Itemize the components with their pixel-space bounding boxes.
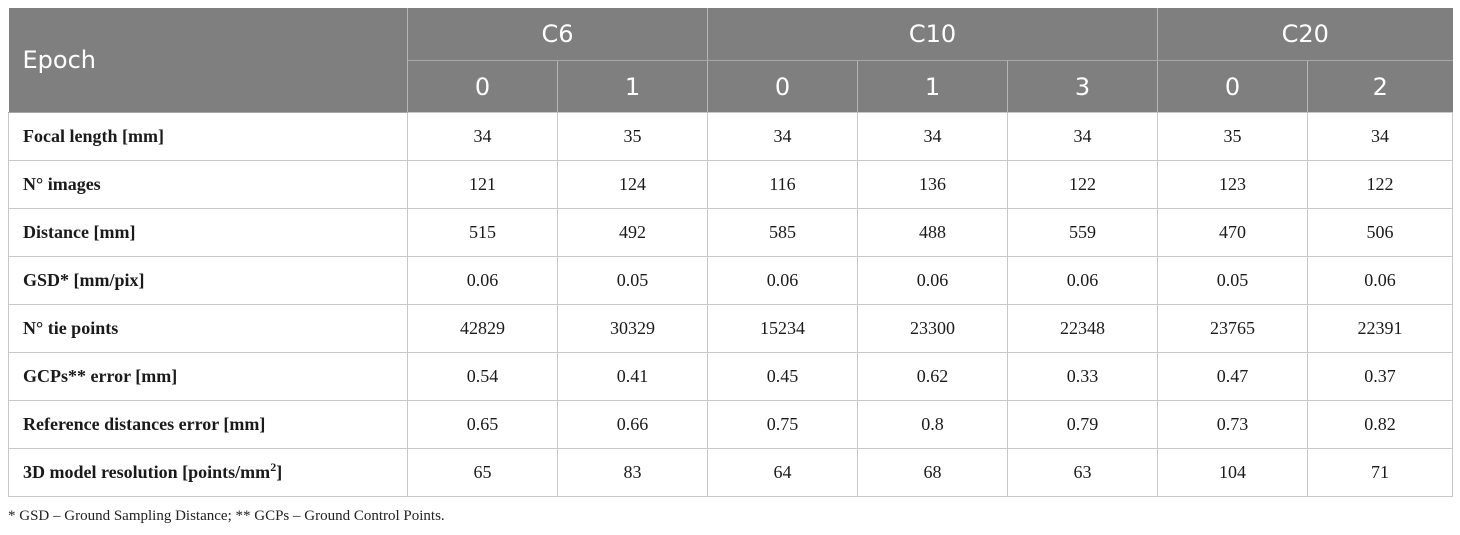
table-cell: 0.47	[1157, 352, 1309, 401]
table-row: N° tie points 42829 30329 15234 23300 22348 23…	[8, 304, 1454, 353]
epoch-col-header: 1	[857, 60, 1008, 113]
table-cell: 0.54	[407, 352, 558, 401]
row-label-text: N° images	[23, 174, 101, 194]
table-cell: 470	[1157, 208, 1309, 257]
table-cell: 116	[707, 160, 858, 209]
row-label-text: Reference distances error [mm]	[23, 414, 266, 434]
row-label: Reference distances error [mm]	[8, 400, 408, 449]
row-label: N° images	[8, 160, 408, 209]
table-cell: 34	[407, 112, 558, 161]
table-cell: 83	[557, 448, 708, 497]
table-cell: 0.41	[557, 352, 708, 401]
row-label-text: Distance [mm]	[23, 222, 136, 242]
group-header-c10: C10	[706, 8, 1159, 61]
table-cell: 34	[1006, 112, 1159, 161]
table-cell: 0.65	[407, 400, 558, 449]
row-label-text: GSD* [mm/pix]	[23, 270, 145, 290]
table-cell: 64	[707, 448, 858, 497]
table-cell: 506	[1307, 208, 1454, 257]
table-cell: 0.05	[1157, 256, 1309, 305]
table-cell: 22348	[1006, 304, 1159, 353]
table-cell: 0.62	[857, 352, 1008, 401]
row-label: GCPs** error [mm]	[8, 352, 408, 401]
table-cell: 0.82	[1307, 400, 1454, 449]
table-cell: 0.06	[857, 256, 1008, 305]
table-cell: 123	[1157, 160, 1309, 209]
table-cell: 0.33	[1006, 352, 1159, 401]
table-cell: 63	[1006, 448, 1159, 497]
table-cell: 104	[1157, 448, 1309, 497]
table-cell: 71	[1307, 448, 1454, 497]
table-cell: 0.73	[1157, 400, 1309, 449]
table-cell: 65	[407, 448, 558, 497]
data-table: Epoch C6 C10 C20 0 1 0 1 3 0 2 Focal len…	[8, 8, 1454, 497]
table-cell: 0.37	[1307, 352, 1454, 401]
table-cell: 122	[1006, 160, 1159, 209]
epoch-col-header: 0	[1157, 60, 1309, 113]
table-body: Focal length [mm] 34 35 34 34 34 35 34 N° images…	[8, 112, 1454, 497]
table-cell: 0.06	[1307, 256, 1454, 305]
row-label-text: 3D model resolution [points/mm	[23, 462, 271, 482]
table-row: GSD* [mm/pix] 0.06 0.05 0.06 0.06 0.06 0.05 0.0…	[8, 256, 1454, 305]
epoch-col-header: 1	[557, 60, 708, 113]
table-cell: 35	[557, 112, 708, 161]
table-cell: 0.45	[707, 352, 858, 401]
row-label: Focal length [mm]	[8, 112, 408, 161]
table-cell: 15234	[707, 304, 858, 353]
table-cell: 122	[1307, 160, 1454, 209]
table-cell: 22391	[1307, 304, 1454, 353]
row-label-superscript: 2	[270, 460, 277, 474]
table-cell: 23765	[1157, 304, 1309, 353]
row-label: Distance [mm]	[8, 208, 408, 257]
epoch-col-header: 3	[1006, 60, 1159, 113]
table-cell: 488	[857, 208, 1008, 257]
table-cell: 42829	[407, 304, 558, 353]
table-cell: 34	[857, 112, 1008, 161]
row-label: 3D model resolution [points/mm2]	[8, 448, 408, 497]
table-cell: 0.05	[557, 256, 708, 305]
table-cell: 136	[857, 160, 1008, 209]
table-row: GCPs** error [mm] 0.54 0.41 0.45 0.62 0.33 0.4…	[8, 352, 1454, 401]
table-row: Reference distances error [mm] 0.65 0.66 0.…	[8, 400, 1454, 449]
table-cell: 23300	[857, 304, 1008, 353]
table-cell: 492	[557, 208, 708, 257]
row-label: N° tie points	[8, 304, 408, 353]
epoch-header: Epoch	[8, 8, 408, 113]
table-cell: 0.75	[707, 400, 858, 449]
table-cell: 68	[857, 448, 1008, 497]
table-cell: 0.06	[707, 256, 858, 305]
group-header-c6: C6	[407, 8, 708, 61]
table-cell: 515	[407, 208, 558, 257]
table-cell: 0.8	[857, 400, 1008, 449]
table-cell: 0.66	[557, 400, 708, 449]
table-cell: 0.79	[1006, 400, 1159, 449]
table-cell: 34	[1307, 112, 1454, 161]
row-label-suffix: ]	[276, 462, 283, 482]
table-cell: 124	[557, 160, 708, 209]
table-cell: 585	[707, 208, 858, 257]
table-cell: 0.06	[1006, 256, 1159, 305]
table-cell: 34	[707, 112, 858, 161]
table-cell: 121	[407, 160, 558, 209]
table-row: Focal length [mm] 34 35 34 34 34 35 34	[8, 112, 1454, 161]
epoch-col-header: 2	[1307, 60, 1453, 113]
epoch-col-header: 0	[407, 60, 558, 113]
row-label-text: Focal length [mm]	[23, 126, 164, 146]
row-label-text: N° tie points	[23, 318, 119, 338]
row-label: GSD* [mm/pix]	[8, 256, 408, 305]
table-cell: 35	[1157, 112, 1309, 161]
row-label-text: GCPs** error [mm]	[23, 366, 178, 386]
table-footnote: * GSD – Ground Sampling Distance; ** GCP…	[8, 508, 445, 524]
table-row: Distance [mm] 515 492 585 488 559 470 506	[8, 208, 1454, 257]
data-table-container: Epoch C6 C10 C20 0 1 0 1 3 0 2 Focal len…	[8, 8, 1454, 497]
table-cell: 559	[1006, 208, 1159, 257]
table-cell: 30329	[557, 304, 708, 353]
table-header: Epoch C6 C10 C20 0 1 0 1 3 0 2	[8, 8, 1453, 113]
group-header-c20: C20	[1157, 8, 1453, 61]
epoch-col-header: 0	[707, 60, 858, 113]
table-cell: 0.06	[407, 256, 558, 305]
table-row: 3D model resolution [points/mm2] 65 83 64 68…	[8, 448, 1454, 497]
table-row: N° images 121 124 116 136 122 123 122	[8, 160, 1454, 209]
